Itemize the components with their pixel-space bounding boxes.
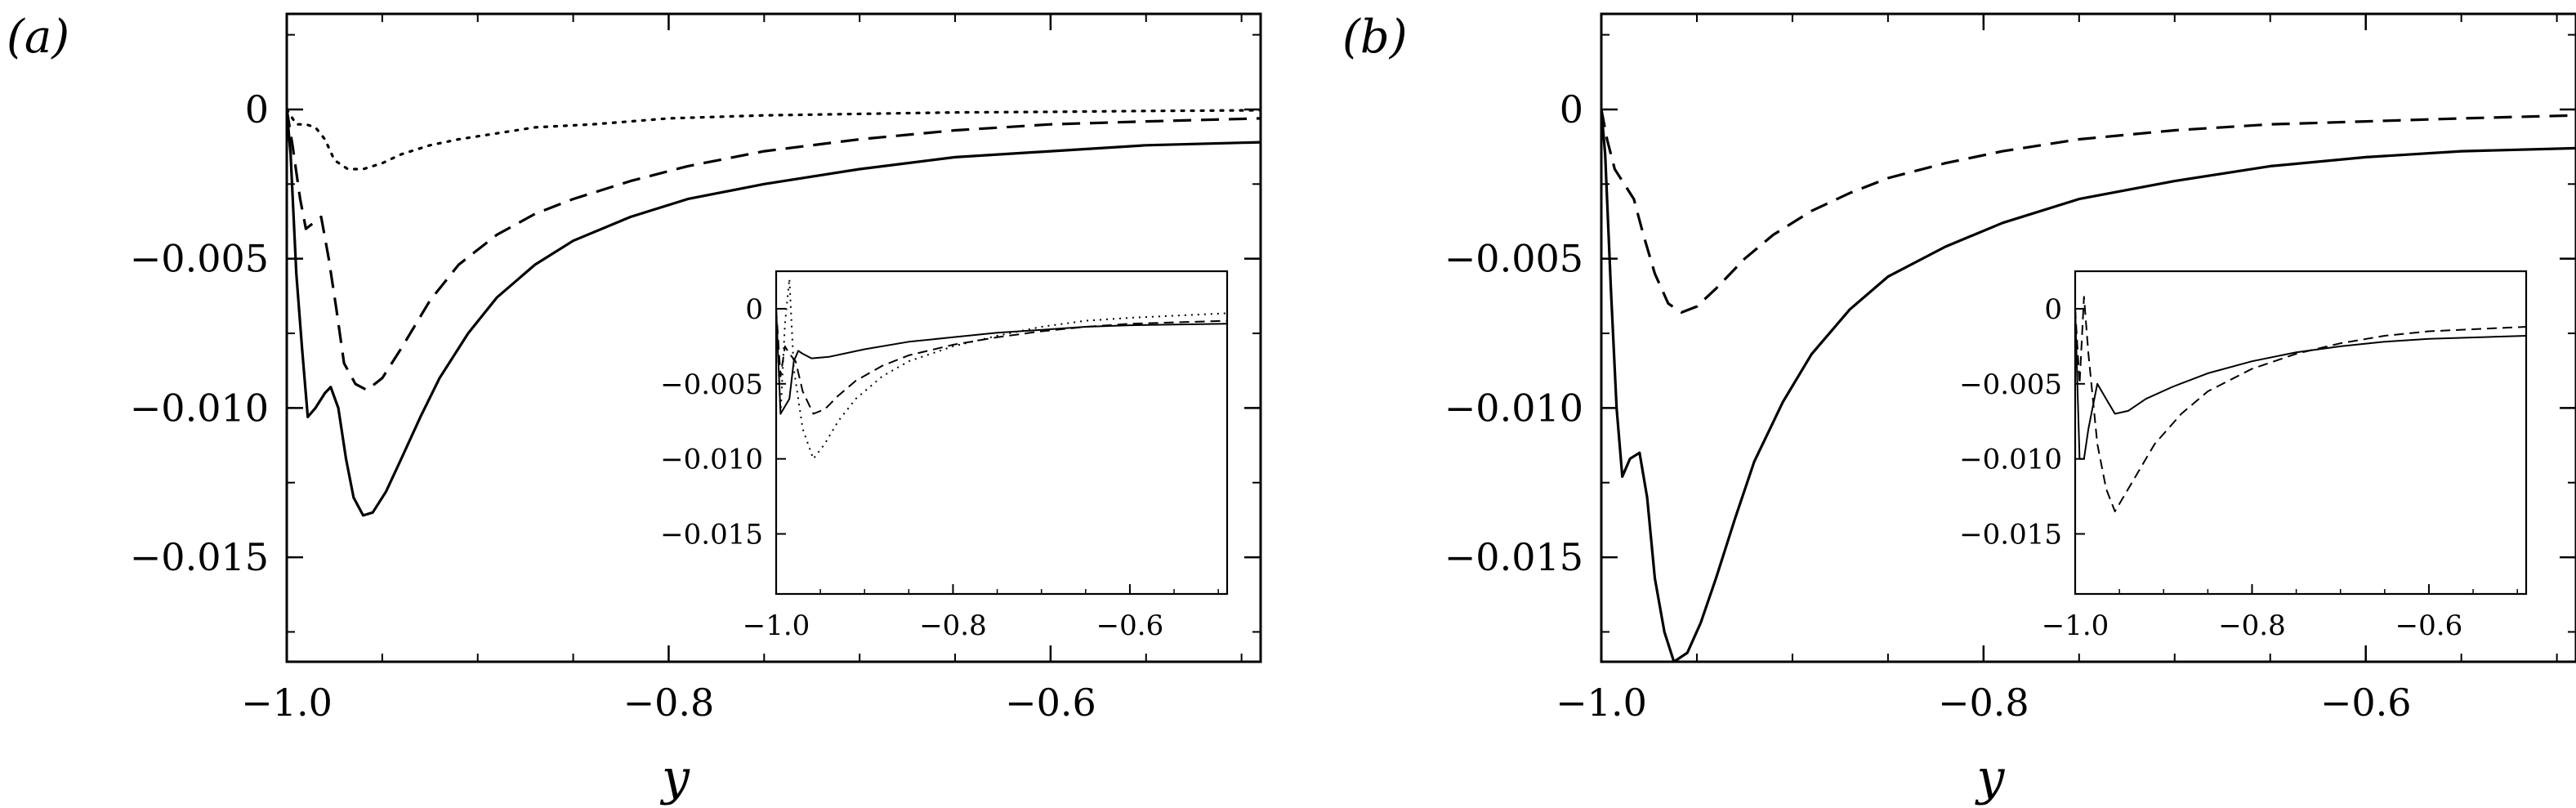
plot-frame (1600, 12, 2576, 663)
y-tick-label: −0.005 (130, 237, 269, 281)
x-axis-label: y (1975, 749, 2006, 806)
panel-a: −1.0 −0.8 −0.60−0.005−0.010−0.015y(a)−1.0−… (7, 11, 1262, 806)
y-tick-label: −0.015 (1444, 535, 1583, 579)
inset-x-tick-label: −0.8 (2218, 609, 2286, 642)
series-solid-line (287, 109, 1261, 517)
inset-y-tick-label: −0.015 (1959, 519, 2062, 551)
inset-plot: −1.0 −0.8 −0.6 0 −0.005 −0.010 −0.015 (1959, 270, 2528, 642)
panel-label: (b) (1342, 11, 1408, 64)
inset-x-tick-label: −1.0 (2042, 609, 2109, 642)
plot-frame (285, 12, 1262, 663)
inset-y-tick-label: 0 (745, 293, 763, 326)
x-tick-label: −1.0 (1556, 681, 1647, 725)
x-tick-label: −0.6 (2320, 681, 2412, 725)
inset-y-tick-label: −0.010 (660, 444, 763, 476)
y-tick-label: 0 (245, 87, 269, 132)
inset-y-tick-label: −0.010 (1959, 444, 2062, 476)
series-dashed-line (1601, 109, 2576, 314)
inset-series-dashed-line (776, 308, 1227, 415)
x-tick-label: −0.8 (1938, 681, 2029, 725)
inset-y-tick-label: 0 (2044, 293, 2062, 326)
inset-frame (775, 270, 1229, 596)
inset-frame (2074, 270, 2528, 596)
panel-b: −1.0 −0.8 −0.60−0.005−0.010−0.015y(b)−1.0−… (1342, 11, 2576, 806)
inset-x-tick-label: −0.6 (1096, 609, 1164, 642)
inset-y-tick-label: −0.005 (660, 368, 763, 401)
y-tick-label: −0.005 (1444, 237, 1583, 281)
y-tick-label: 0 (1560, 87, 1583, 132)
series-dotted-line (287, 108, 1261, 171)
y-tick-label: −0.015 (130, 535, 269, 579)
inset-x-tick-label: −1.0 (743, 609, 810, 642)
x-tick-label: −0.8 (623, 681, 715, 725)
x-axis-label: y (659, 749, 690, 806)
inset-y-tick-label: −0.015 (660, 519, 763, 551)
inset-series-dashed-line (2075, 296, 2526, 512)
panel-label: (a) (7, 11, 69, 64)
inset-series-dotted-line (776, 278, 1227, 460)
inset-plot: −1.0 −0.8 −0.6 0 −0.005 −0.010 −0.015 (660, 270, 1229, 642)
y-tick-label: −0.010 (130, 386, 269, 430)
series-solid-line (1601, 109, 2576, 662)
x-tick-label: −1.0 (241, 681, 333, 725)
y-tick-label: −0.010 (1444, 386, 1583, 430)
series-dashed-line (287, 109, 1261, 392)
inset-x-tick-label: −0.8 (919, 609, 987, 642)
inset-x-tick-label: −0.6 (2395, 609, 2463, 642)
inset-series-solid-line (2075, 308, 2526, 460)
x-tick-label: −0.6 (1005, 681, 1096, 725)
inset-y-tick-label: −0.005 (1959, 368, 2062, 401)
